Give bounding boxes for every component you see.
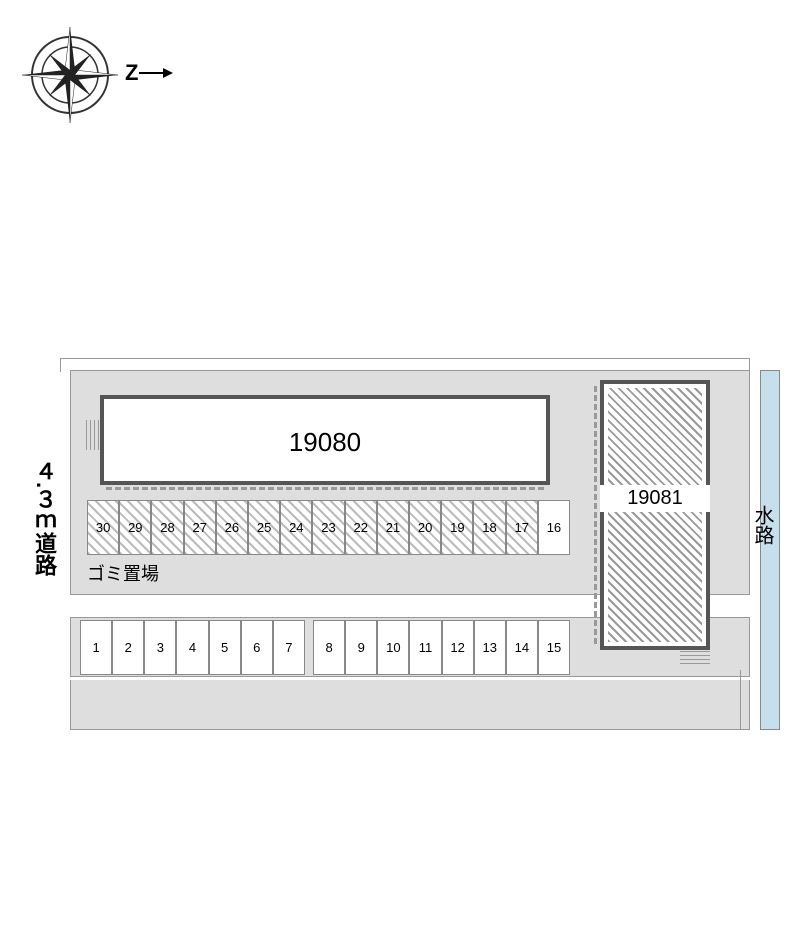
waterway-label: 水路 — [748, 505, 777, 545]
parking-slot: 29 — [119, 500, 151, 555]
parking-slot: 26 — [216, 500, 248, 555]
parking-slot: 12 — [442, 620, 474, 675]
parking-slot: 14 — [506, 620, 538, 675]
parking-slot: 8 — [313, 620, 345, 675]
parking-slot: 23 — [312, 500, 344, 555]
parking-slot: 16 — [538, 500, 570, 555]
parking-slot: 11 — [409, 620, 441, 675]
parking-slot: 28 — [151, 500, 183, 555]
parking-slot: 19 — [441, 500, 473, 555]
building-19081-label: 19081 — [600, 485, 710, 512]
parking-slot: 27 — [184, 500, 216, 555]
parking-row-bottom: 123456789101112131415 — [80, 620, 570, 675]
parking-slot: 22 — [345, 500, 377, 555]
parking-slot: 25 — [248, 500, 280, 555]
parking-slot: 3 — [144, 620, 176, 675]
waterway — [760, 370, 780, 730]
parking-slot: 24 — [280, 500, 312, 555]
parking-slot: 2 — [112, 620, 144, 675]
parking-slot: 5 — [209, 620, 241, 675]
east-boundary — [740, 670, 741, 730]
parking-slot: 13 — [474, 620, 506, 675]
parking-slot: 4 — [176, 620, 208, 675]
parking-slot: 21 — [377, 500, 409, 555]
parking-slot: 10 — [377, 620, 409, 675]
stairs-19081-icon — [680, 650, 710, 664]
parking-slot: 9 — [345, 620, 377, 675]
parking-slot: 30 — [87, 500, 119, 555]
trash-area-label: ゴミ置場 — [87, 560, 159, 586]
building-19081-hatch — [608, 388, 702, 642]
parking-slot: 15 — [538, 620, 570, 675]
compass-rose: Z — [15, 20, 175, 130]
parking-slot: 17 — [506, 500, 538, 555]
road-label: ４.３ｍ道路 — [28, 460, 60, 576]
parking-row-top: 302928272625242322212019181716 — [87, 500, 570, 555]
parking-slot: 1 — [80, 620, 112, 675]
compass-direction-label: Z — [125, 60, 138, 85]
building-19080-label: 19080 — [104, 427, 546, 458]
stairs-19080-icon — [86, 420, 100, 450]
building-19080: 19080 — [100, 395, 550, 485]
dashed-19081 — [594, 386, 597, 644]
parking-slot: 6 — [241, 620, 273, 675]
parking-slot: 18 — [473, 500, 505, 555]
parking-slot: 20 — [409, 500, 441, 555]
parking-slot: 7 — [273, 620, 305, 675]
bottom-gap — [70, 676, 750, 680]
parking-gap — [305, 620, 313, 675]
dashed-19080 — [106, 487, 544, 490]
